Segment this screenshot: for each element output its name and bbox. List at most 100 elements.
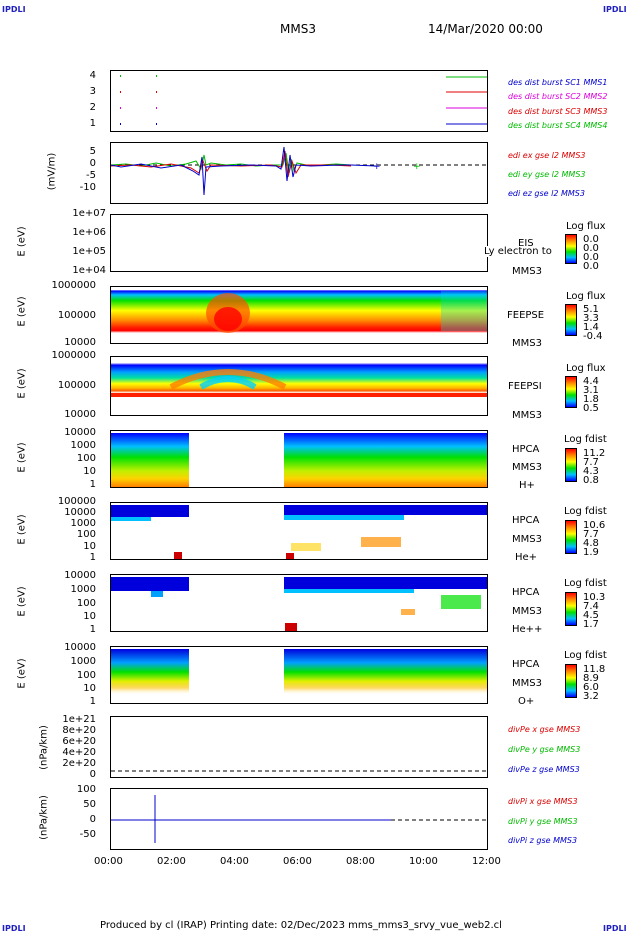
hpca-he-cb-tick: 1.9 xyxy=(583,547,599,558)
burst-sc1-mark xyxy=(120,123,121,125)
hpca-he2-ytick: 10 xyxy=(83,611,96,622)
hpca-h-cb-tick: 4.3 xyxy=(583,466,599,477)
divpe-plot xyxy=(111,770,487,772)
feepsi-cb-tick: 4.4 xyxy=(583,376,599,387)
eis-instrument-label: EIS xyxy=(518,238,534,249)
divpe-ytick: 6e+20 xyxy=(62,736,96,747)
divpi-ytick: -50 xyxy=(79,829,96,840)
hpca-h-mission-label: MMS3 xyxy=(512,462,542,473)
hpca-he2-ytick: 1 xyxy=(89,624,96,635)
edi-plot: + + xyxy=(111,146,487,196)
hpca-h-cb-tick: 0.8 xyxy=(583,475,599,486)
hpca-he2-plot xyxy=(111,577,487,631)
feepsi-ytick: 1000000 xyxy=(51,350,96,361)
panel-hpca-h xyxy=(110,430,488,488)
panel-hpca-he2 xyxy=(110,574,488,632)
legend-edi-ez: edi ez gse l2 MMS3 xyxy=(508,189,585,198)
legend-divpi-z: divPi z gse MMS3 xyxy=(508,836,578,845)
edi-ez-series xyxy=(111,146,377,196)
hpca-o-ytick: 1 xyxy=(89,696,96,707)
feepse-colorbar xyxy=(565,304,577,336)
legend-edi-ey: edi ey gse l2 MMS3 xyxy=(508,170,586,179)
hpca-he-band-1b xyxy=(111,517,151,521)
edi-ytick: 5 xyxy=(89,146,96,157)
hpca-he2-cb-tick: 7.4 xyxy=(583,601,599,612)
plot-date: 14/Mar/2020 00:00 xyxy=(428,22,543,36)
feepse-instrument-label: FEEPSE xyxy=(507,310,545,321)
edi-plus-mark: + xyxy=(413,162,421,172)
hpca-he2-speckle xyxy=(441,595,481,609)
mission-title: MMS3 xyxy=(280,22,316,36)
hpca-he2-instrument-label: HPCA xyxy=(512,587,540,598)
hpca-he2-mission-label: MMS3 xyxy=(512,606,542,617)
hpca-he-ytick: 1000 xyxy=(70,518,96,529)
divpe-ytick: 1e+21 xyxy=(62,714,96,725)
burst-ytick: 4 xyxy=(89,70,96,81)
eis-overlay-label: Ly electron to xyxy=(484,246,552,257)
feepse-hot-core xyxy=(214,307,242,331)
feepsi-cb-tick: 1.8 xyxy=(583,394,599,405)
hpca-o-cb-tick: 8.9 xyxy=(583,673,599,684)
legend-burst-sc3: des dist burst SC3 MMS3 xyxy=(508,107,608,116)
feepsi-cb-tick: 3.1 xyxy=(583,385,599,396)
hpca-he2-species-label: He++ xyxy=(512,624,543,635)
feepse-ytick: 100000 xyxy=(57,310,96,321)
hpca-he-speckle xyxy=(361,537,401,547)
hpca-he-low-spot xyxy=(286,553,294,559)
hpca-h-ytick: 100 xyxy=(76,453,96,464)
hpca-h-colorbar xyxy=(565,448,577,482)
hpca-he2-band-1b xyxy=(151,591,163,597)
legend-burst-sc2: des dist burst SC2 MMS2 xyxy=(508,92,608,101)
hpca-he2-ytick: 1000 xyxy=(70,584,96,595)
eis-ytick: 1e+07 xyxy=(72,208,106,219)
legend-divpe-x: divPe x gse MMS3 xyxy=(508,725,581,734)
divpe-ytick: 8e+20 xyxy=(62,725,96,736)
panel-divpe xyxy=(110,716,488,778)
feepsi-cb-tick: 0.5 xyxy=(583,403,599,414)
divpi-ytick: 0 xyxy=(89,814,96,825)
hpca-h-plot xyxy=(111,433,487,487)
feepse-cb-tick: 5.1 xyxy=(583,304,599,315)
divpe-ytick: 0 xyxy=(89,769,96,780)
hpca-he-cb-tick: 10.6 xyxy=(583,520,606,531)
xaxis-tick: 12:00 xyxy=(472,856,501,867)
hpca-h-ytick: 1 xyxy=(89,479,96,490)
eis-ytick: 1e+04 xyxy=(72,265,106,276)
hpca-o-ylabel: E (eV) xyxy=(16,658,28,689)
hpca-he2-speckle xyxy=(401,609,415,615)
hpca-o-data-block-1 xyxy=(111,649,189,695)
hpca-h-cb-tick: 7.7 xyxy=(583,457,599,468)
legend-divpi-y: divPi y gse MMS3 xyxy=(508,817,578,826)
hpca-h-ytick: 10000 xyxy=(64,427,96,438)
corner-mark-top-left: IPDLI xyxy=(2,5,26,14)
corner-mark-top-right: IPDLI xyxy=(603,5,627,14)
eis-ytick: 1e+05 xyxy=(72,246,106,257)
feepse-ytick: 10000 xyxy=(64,337,96,348)
feepse-colorbar-title: Log flux xyxy=(566,291,606,302)
hpca-he-colorbar xyxy=(565,520,577,554)
hpca-o-colorbar-title: Log fdist xyxy=(564,650,607,661)
xaxis-tick: 06:00 xyxy=(283,856,312,867)
hpca-he-plot xyxy=(111,505,487,559)
hpca-he2-colorbar-title: Log fdist xyxy=(564,578,607,589)
feepsi-low-energy-band xyxy=(111,393,487,397)
edi-ey-series xyxy=(111,152,352,174)
hpca-he2-cb-tick: 1.7 xyxy=(583,619,599,630)
feepsi-ytick: 10000 xyxy=(64,409,96,420)
burst-sc1-mark xyxy=(156,123,157,125)
hpca-he2-low-spot xyxy=(285,623,297,631)
panel-hpca-o xyxy=(110,646,488,704)
hpca-h-instrument-label: HPCA xyxy=(512,444,540,455)
feepsi-arc xyxy=(169,369,287,390)
hpca-he-band-2 xyxy=(284,505,487,515)
hpca-he-speckle xyxy=(291,543,321,551)
legend-burst-sc4: des dist burst SC4 MMS4 xyxy=(508,121,608,130)
xaxis-tick: 02:00 xyxy=(157,856,186,867)
xaxis-tick: 00:00 xyxy=(94,856,123,867)
hpca-he-cb-tick: 4.8 xyxy=(583,538,599,549)
panel-feepsi xyxy=(110,356,488,416)
hpca-he-species-label: He+ xyxy=(515,552,538,563)
hpca-he2-cb-tick: 4.5 xyxy=(583,610,599,621)
corner-mark-bottom-left: IPDLI xyxy=(2,924,26,933)
hpca-he-ytick: 10 xyxy=(83,541,96,552)
